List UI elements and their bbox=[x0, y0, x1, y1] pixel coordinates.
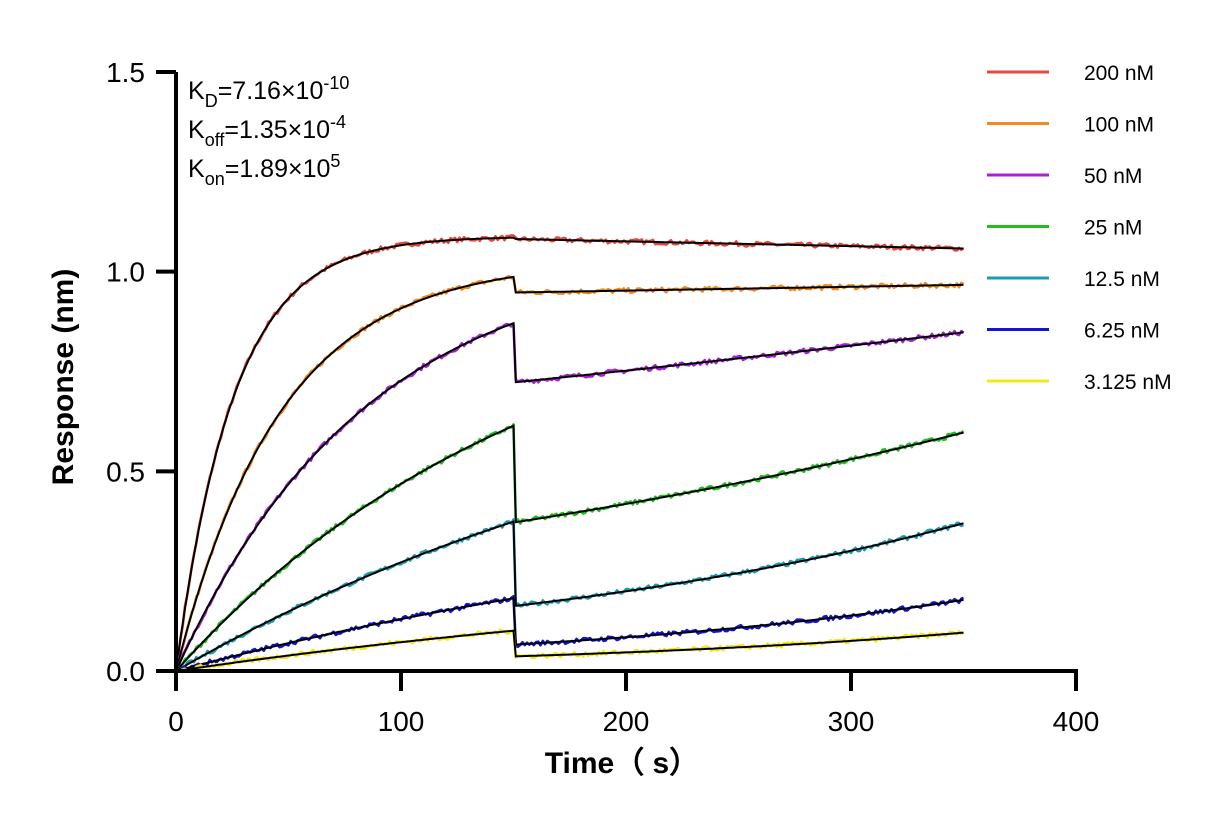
kinetic-constant: Kon=1.89×105 bbox=[188, 151, 340, 189]
kinetic-base: K bbox=[188, 116, 205, 144]
kinetic-constant: KD=7.16×10-10 bbox=[188, 73, 349, 111]
fit-line bbox=[175, 520, 964, 672]
fit-line bbox=[175, 629, 964, 672]
legend-label: 6.25 nM bbox=[1084, 320, 1160, 343]
kinetic-sub: off bbox=[205, 130, 226, 150]
y-tick-label: 0.5 bbox=[106, 456, 145, 487]
legend-label: 25 nM bbox=[1084, 217, 1142, 240]
ticks: 0 100 200 300 400 0.0 0.5 1.0 1.5 bbox=[106, 57, 1099, 737]
kinetic-sub: D bbox=[205, 91, 218, 111]
series-line-100-nM bbox=[174, 275, 964, 672]
kinetic-value: =7.16×10 bbox=[218, 77, 324, 105]
x-tick-label: 0 bbox=[168, 706, 184, 737]
kinetic-constant: Koff=1.35×10-4 bbox=[188, 112, 346, 150]
fit-line bbox=[175, 424, 964, 672]
kinetic-value: =1.89×10 bbox=[225, 155, 331, 183]
kinetic-exp: -10 bbox=[323, 73, 349, 93]
x-tick-label: 300 bbox=[828, 706, 875, 737]
legend-label: 12.5 nM bbox=[1084, 268, 1160, 291]
y-tick-label: 1.5 bbox=[106, 57, 145, 88]
y-tick-label: 0.0 bbox=[106, 656, 145, 687]
legend-label: 3.125 nM bbox=[1084, 371, 1172, 394]
fit-line bbox=[175, 275, 964, 672]
kinetic-exp: 5 bbox=[330, 151, 340, 171]
x-tick-label: 200 bbox=[603, 706, 650, 737]
x-tick-label: 400 bbox=[1053, 706, 1100, 737]
kinetic-exp: -4 bbox=[330, 112, 346, 132]
kinetic-base: K bbox=[188, 155, 205, 183]
series-line-200-nM bbox=[174, 234, 965, 672]
fit-line bbox=[175, 236, 964, 672]
kinetic-base: K bbox=[188, 77, 205, 105]
x-axis-title: Time（ s） bbox=[545, 746, 700, 780]
fit-line bbox=[175, 597, 964, 672]
y-axis-title: Response (nm) bbox=[47, 269, 80, 486]
kinetic-value: =1.35×10 bbox=[224, 116, 330, 144]
legend-label: 200 nM bbox=[1084, 62, 1154, 85]
y-tick-label: 1.0 bbox=[106, 257, 145, 288]
legend: 200 nM 100 nM 50 nM 25 nM 12.5 nM 6.25 nM 3.12… bbox=[987, 62, 1172, 394]
plot-area bbox=[174, 234, 965, 673]
series-line-3-125-nM bbox=[175, 628, 965, 673]
x-tick-label: 100 bbox=[378, 706, 425, 737]
fit-line bbox=[175, 321, 964, 672]
legend-label: 50 nM bbox=[1084, 165, 1142, 188]
series-line-12-5-nM bbox=[175, 518, 965, 673]
kinetic-sub: on bbox=[205, 169, 225, 189]
legend-label: 100 nM bbox=[1084, 114, 1154, 137]
